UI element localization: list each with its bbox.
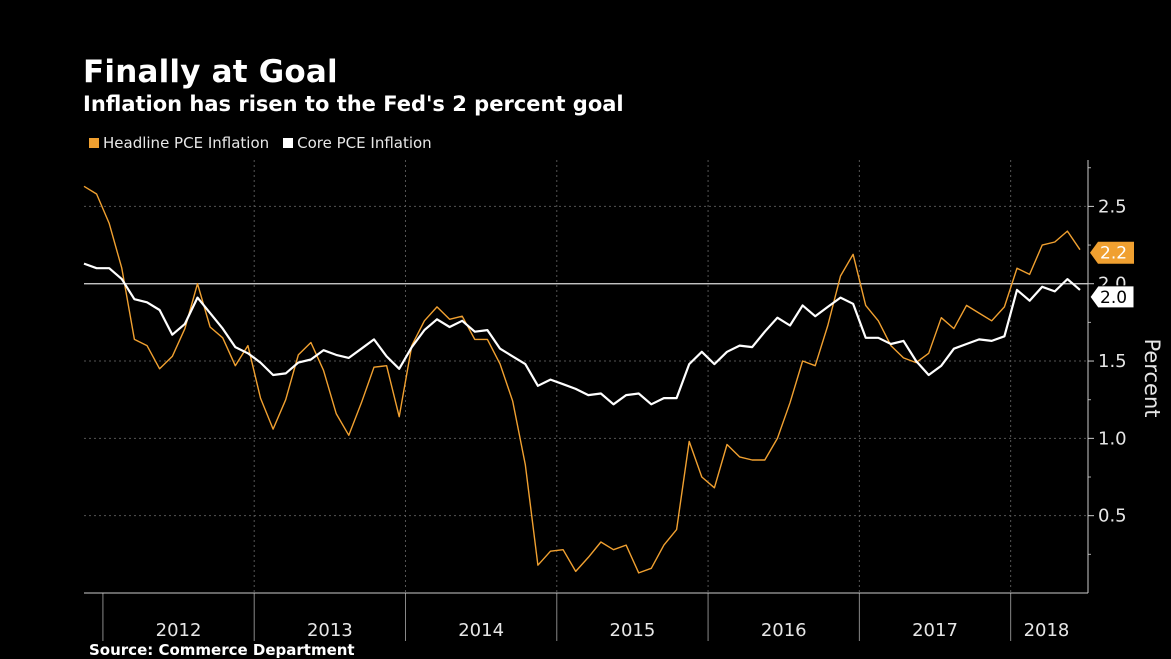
legend-swatch-core <box>283 138 294 148</box>
last-value-callouts: 2.2 2.0 <box>1089 241 1135 309</box>
y-tick-label: 0.5 <box>1098 506 1127 527</box>
x-tick-label: 2014 <box>458 620 504 641</box>
callout-core: 2.0 <box>1089 285 1135 309</box>
callout-box <box>1090 241 1134 264</box>
core-pce-line <box>83 262 1081 406</box>
x-tick-label: 2016 <box>761 620 807 641</box>
chart-title: Finally at Goal <box>83 54 338 90</box>
legend-item-core: Core PCE Inflation <box>283 134 432 152</box>
legend-item-headline: Headline PCE Inflation <box>89 134 269 152</box>
callout-value: 2.2 <box>1100 244 1127 264</box>
chart-subtitle: Inflation has risen to the Fed's 2 perce… <box>83 92 624 116</box>
x-tick-label: 2015 <box>610 620 656 641</box>
callout-value: 2.0 <box>1100 288 1127 308</box>
x-tick-label: 2017 <box>912 620 958 641</box>
y-tick-label: 1.0 <box>1098 428 1127 449</box>
legend: Headline PCE Inflation Core PCE Inflatio… <box>89 134 432 152</box>
y-tick-labels: 0.5 1.0 1.5 2.0 2.5 <box>1098 196 1127 526</box>
x-tick-label: 2013 <box>307 620 353 641</box>
axes <box>84 160 1094 641</box>
callout-headline: 2.2 <box>1090 241 1134 264</box>
y-tick-label: 2.5 <box>1098 196 1127 217</box>
legend-label-headline: Headline PCE Inflation <box>103 134 270 152</box>
x-tick-label: 2018 <box>1024 620 1070 641</box>
headline-pce-line <box>83 185 1081 574</box>
grid <box>84 160 1088 593</box>
source-note: Source: Commerce Department <box>89 641 355 659</box>
x-tick-label: 2012 <box>156 620 202 641</box>
y-tick-label: 1.5 <box>1098 351 1127 372</box>
series-group <box>83 185 1081 574</box>
y-axis-label: Percent <box>1140 338 1164 417</box>
legend-label-core: Core PCE Inflation <box>297 134 432 152</box>
callout-box <box>1089 285 1135 309</box>
x-tick-labels: 2012 2013 2014 2015 2016 2017 2018 <box>156 620 1070 641</box>
legend-swatch-headline <box>89 138 99 148</box>
